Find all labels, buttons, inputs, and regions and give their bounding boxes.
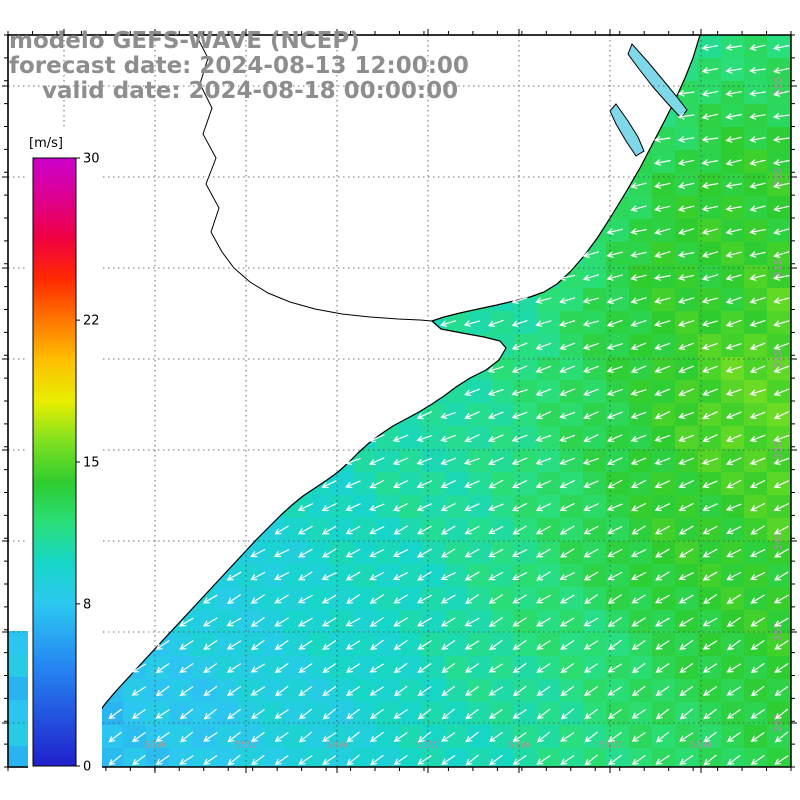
svg-text:22: 22 xyxy=(83,314,100,329)
map-frame xyxy=(2,29,797,773)
svg-text:32S: 32S xyxy=(773,349,784,368)
wind-arrows-layer xyxy=(84,44,790,766)
colorbar-unit-label: [m/s] xyxy=(29,136,63,151)
model-title: modelo GEFS-WAVE (NCEP) xyxy=(9,28,360,54)
coastal-inlet-cells xyxy=(8,631,30,767)
svg-text:30S: 30S xyxy=(773,167,784,186)
colorbar: 0 8 15 22 30 [m/s] xyxy=(28,128,102,776)
svg-text:50W: 50W xyxy=(690,740,713,751)
svg-text:56W: 56W xyxy=(144,740,167,751)
svg-text:30: 30 xyxy=(83,152,100,167)
svg-text:36S: 36S xyxy=(773,713,784,732)
svg-text:34S: 34S xyxy=(773,531,784,550)
chart-titles: modelo GEFS-WAVE (NCEP) forecast date: 2… xyxy=(9,29,469,104)
svg-text:31S: 31S xyxy=(773,258,784,277)
svg-text:8: 8 xyxy=(83,597,91,612)
svg-text:33S: 33S xyxy=(773,440,784,459)
svg-text:52W: 52W xyxy=(508,740,531,751)
valid-date: valid date: 2024-08-18 00:00:00 xyxy=(42,78,459,104)
svg-text:53W: 53W xyxy=(417,740,440,751)
svg-text:35S: 35S xyxy=(773,622,784,641)
svg-text:51W: 51W xyxy=(599,740,622,751)
svg-text:15: 15 xyxy=(83,456,100,471)
svg-text:54W: 54W xyxy=(326,740,349,751)
svg-text:29S: 29S xyxy=(773,76,784,95)
svg-text:55W: 55W xyxy=(235,740,258,751)
svg-text:0: 0 xyxy=(83,760,91,775)
forecast-date: forecast date: 2024-08-13 12:00:00 xyxy=(9,53,469,79)
land-layer xyxy=(7,34,701,768)
